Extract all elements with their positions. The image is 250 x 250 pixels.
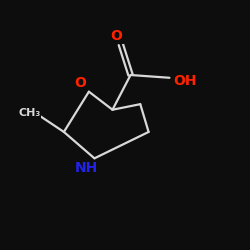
- Text: CH₃: CH₃: [18, 108, 40, 118]
- Text: NH: NH: [74, 161, 98, 175]
- Text: O: O: [111, 29, 122, 43]
- Text: O: O: [74, 76, 86, 90]
- Text: OH: OH: [173, 74, 197, 88]
